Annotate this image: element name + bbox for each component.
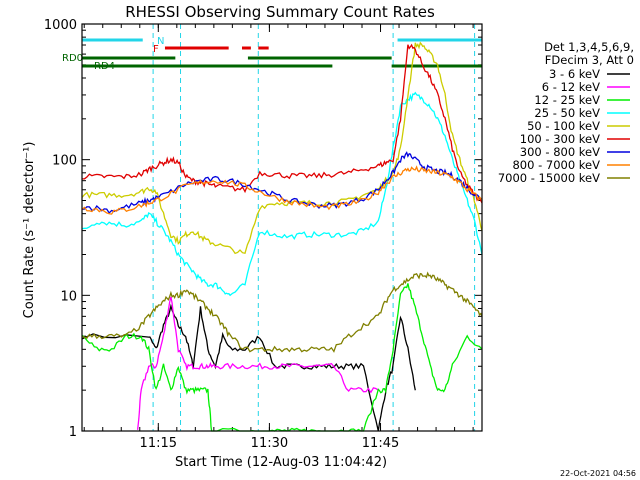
flag-label-rd0: RD0 (62, 53, 83, 64)
legend-entry-label: 800 - 7000 keV (512, 158, 600, 172)
legend-entry-label: 6 - 12 keV (542, 80, 600, 94)
legend-header: FDecim 3, Att 0 (545, 53, 634, 67)
legend-entry-label: 300 - 800 keV (520, 145, 600, 159)
x-tick-label: 11:30 (251, 436, 288, 451)
x-tick-label: 11:45 (362, 436, 399, 451)
plot-frame (81, 23, 483, 432)
y-tick-label: 1 (69, 425, 77, 440)
series-line-25-50-kev (81, 91, 483, 297)
y-axis-label: Count Rate (s⁻¹ detector⁻¹) (22, 142, 37, 319)
legend-entry-label: 3 - 6 keV (549, 67, 600, 81)
flag-label-f: F (153, 44, 159, 55)
x-axis: 11:15 11:30 11:45 (83, 24, 474, 451)
series-line-800-7000-kev (81, 165, 483, 215)
series-line-3-6-kev (81, 303, 416, 432)
x-tick-label: 11:15 (140, 436, 177, 451)
legend-entry-label: 100 - 300 keV (520, 132, 600, 146)
series-line-300-800-kev (81, 151, 483, 214)
y-tick-label: 1000 (44, 18, 77, 33)
legend-entry-label: 25 - 50 keV (534, 106, 600, 120)
chart-title: RHESSI Observing Summary Count Rates (125, 3, 435, 21)
series-line-12-25-kev (81, 283, 483, 432)
series-line-7000-15000-kev (81, 271, 483, 353)
plot-area: NF RD0 RD4 (62, 24, 483, 432)
series-line-50-100-kev (81, 41, 483, 255)
legend-entry-label: 7000 - 15000 keV (498, 171, 600, 185)
series-line-100-300-kev (81, 43, 483, 204)
y-tick-label: 100 (52, 154, 77, 169)
flag-label-rd4: RD4 (94, 61, 115, 72)
series-line-6-12-kev (136, 296, 379, 430)
footer-date: 22-Oct-2021 04:56 (560, 469, 636, 478)
legend-header: Det 1,3,4,5,6,9, (544, 40, 634, 54)
flag-label-n: N (157, 36, 164, 47)
x-axis-label: Start Time (12-Aug-03 11:04:42) (175, 455, 387, 470)
legend-entry-label: 12 - 25 keV (534, 93, 600, 107)
y-tick-label: 10 (60, 289, 77, 304)
legend-entry-label: 50 - 100 keV (527, 119, 600, 133)
legend: Det 1,3,4,5,6,9,FDecim 3, Att 03 - 6 keV… (498, 40, 634, 185)
y-axis: 1000 100 10 1 (44, 18, 482, 440)
